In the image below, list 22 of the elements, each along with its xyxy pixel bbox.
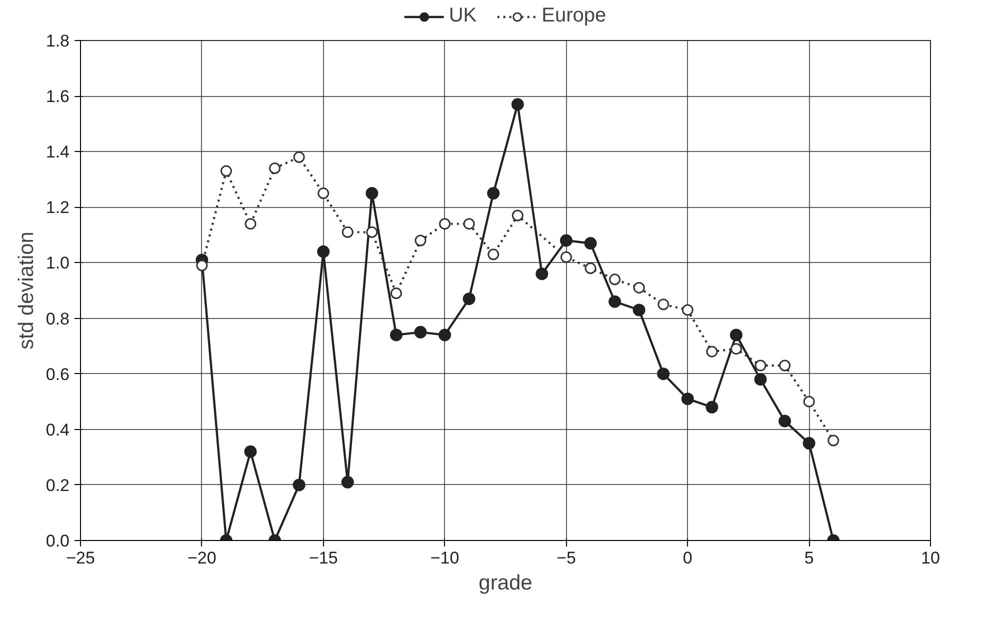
- legend-label: UK: [448, 4, 477, 28]
- x-tick-label: −10: [430, 548, 460, 568]
- x-tick-label: −20: [188, 548, 216, 568]
- y-tick-label: 1.8: [46, 32, 70, 50]
- x-tick-label: −5: [556, 548, 576, 568]
- y-tick-label: 1.2: [46, 198, 70, 218]
- y-tick-label: 1.4: [46, 142, 70, 162]
- legend-label: Europe: [542, 4, 606, 28]
- x-axis-title: grade: [478, 572, 532, 594]
- y-tick-label: 0.4: [46, 420, 70, 440]
- y-tick-label: 1.6: [46, 87, 70, 106]
- x-tick-label: −25: [66, 548, 95, 568]
- y-tick-label: 0.6: [46, 364, 70, 384]
- y-tick-label: 0.8: [46, 309, 70, 328]
- x-tick-label: 0: [682, 548, 692, 568]
- y-tick-label: 0.2: [46, 476, 70, 495]
- y-tick-label: 1.0: [46, 254, 70, 273]
- y-axis-title: std deviation: [14, 232, 38, 350]
- y-tick-label: 0.0: [46, 532, 70, 550]
- x-tick-label: −15: [308, 548, 338, 568]
- x-tick-label: 10: [921, 548, 940, 568]
- x-tick-label: 5: [804, 548, 814, 568]
